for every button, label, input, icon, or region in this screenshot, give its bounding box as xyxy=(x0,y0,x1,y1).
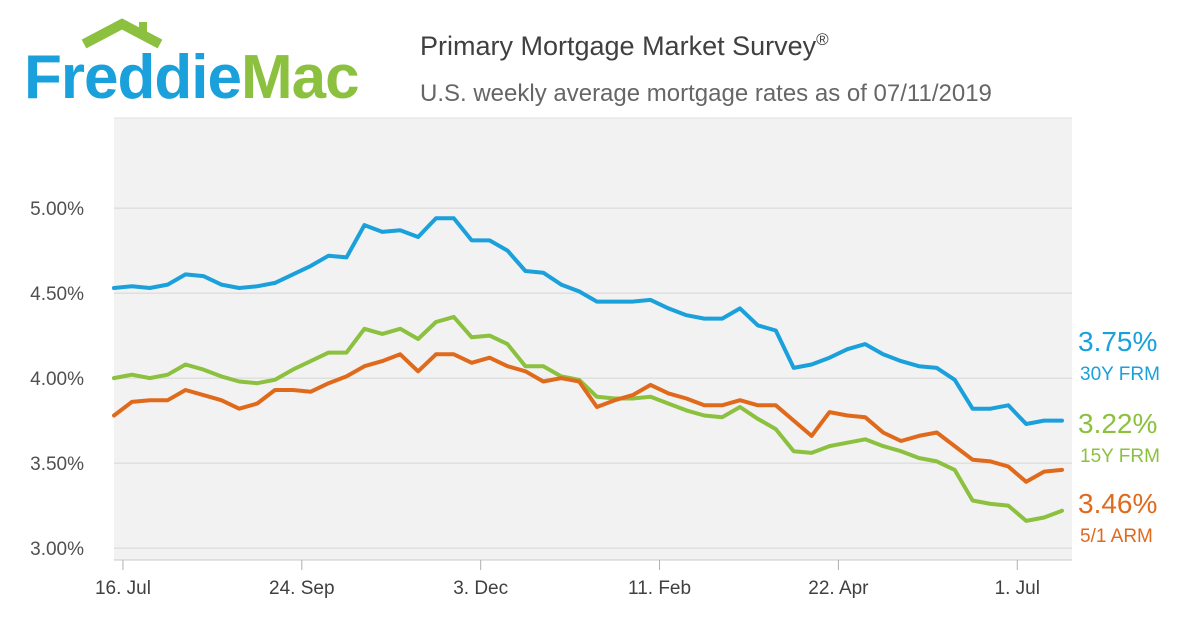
y-axis: 3.00% 3.50% 4.00% 4.50% 5.00% xyxy=(30,199,84,560)
series-15y-frm-line xyxy=(112,314,1064,523)
logo-roof-icon xyxy=(81,18,163,49)
series-15y-last-value: 3.22% xyxy=(1078,408,1158,439)
x-tick-label: 11. Feb xyxy=(628,578,691,599)
series-arm-name: 5/1 ARM xyxy=(1080,526,1153,547)
y-tick-label: 4.50% xyxy=(30,284,84,305)
series-arm-last-value: 3.46% xyxy=(1078,488,1158,519)
page-title: Primary Mortgage Market Survey® xyxy=(420,30,829,62)
chart-series xyxy=(112,216,1064,523)
logo-wordmark: FreddieMac xyxy=(24,43,359,108)
series-arm-line xyxy=(112,352,1064,484)
x-tick-label: 3. Dec xyxy=(453,578,508,599)
x-tick-label: 24. Sep xyxy=(269,578,335,599)
x-axis: 16. Jul 24. Sep 3. Dec 11. Feb 22. Apr 1. Jul xyxy=(95,559,1072,599)
registered-mark: ® xyxy=(816,30,829,49)
chart-grid xyxy=(114,117,1072,560)
y-tick-label: 3.50% xyxy=(30,454,84,475)
series-15y-name: 15Y FRM xyxy=(1080,446,1160,467)
x-tick-label: 1. Jul xyxy=(995,578,1040,599)
x-tick-label: 22. Apr xyxy=(808,578,869,599)
logo-chimney-icon xyxy=(139,22,147,36)
freddie-mac-logo: FreddieMac xyxy=(24,18,360,108)
y-tick-label: 3.00% xyxy=(30,539,84,560)
series-30y-last-value: 3.75% xyxy=(1078,326,1158,357)
y-tick-label: 4.00% xyxy=(30,369,84,390)
plot-background xyxy=(114,118,1072,560)
y-tick-label: 5.00% xyxy=(30,199,84,220)
series-30y-frm-line xyxy=(112,216,1064,426)
series-30y-name: 30Y FRM xyxy=(1080,364,1160,385)
x-tick-label: 16. Jul xyxy=(95,578,151,599)
page-title-text: Primary Mortgage Market Survey xyxy=(420,31,817,61)
page-subtitle: U.S. weekly average mortgage rates as of… xyxy=(420,80,992,107)
